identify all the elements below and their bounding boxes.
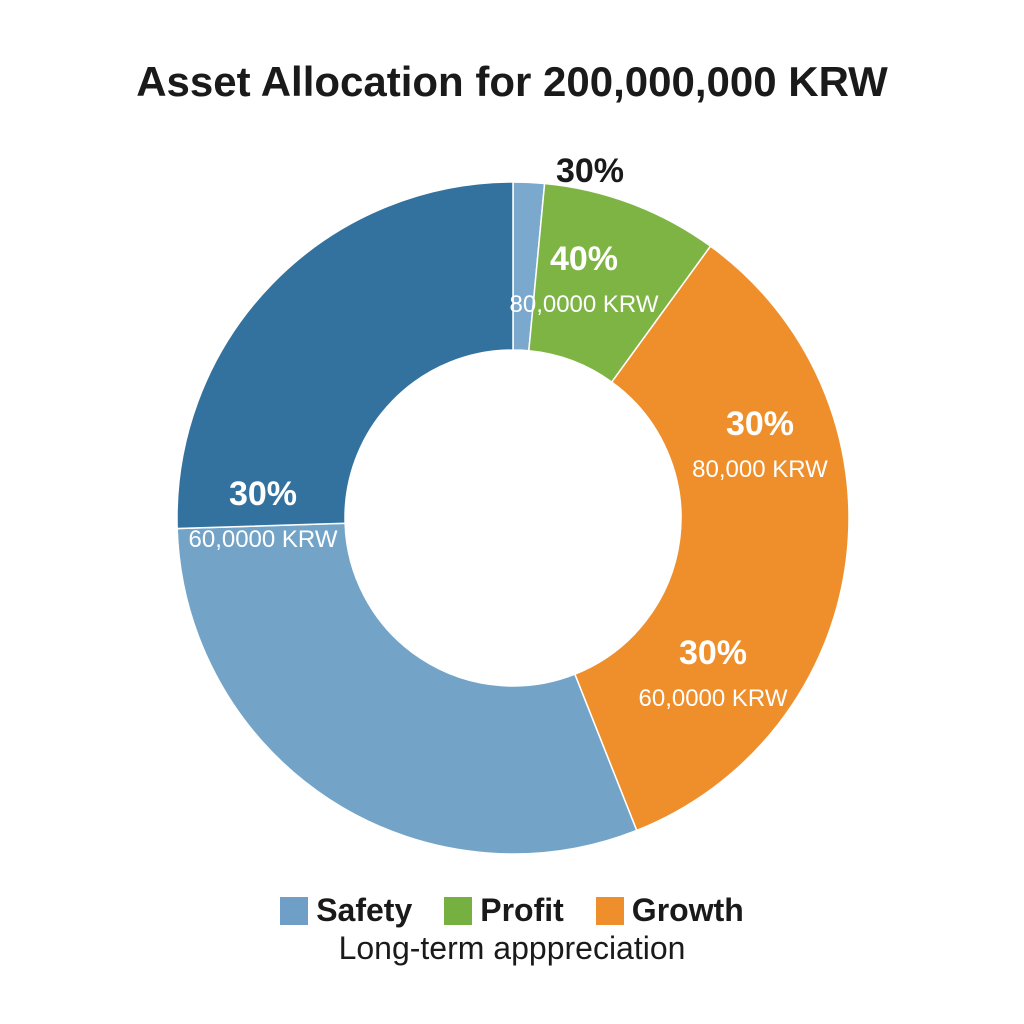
slice-amount-label-1: 80,0000 KRW bbox=[510, 291, 659, 318]
legend-item-safety: Safety bbox=[280, 892, 412, 929]
slice-percent-label-4: 30% bbox=[229, 475, 297, 513]
slice-percent-label-0: 30% bbox=[556, 152, 624, 190]
slice-percent-label-1: 40% bbox=[550, 240, 618, 278]
slice-percent-label-3: 30% bbox=[679, 634, 747, 672]
legend-label-safety: Safety bbox=[316, 892, 413, 928]
donut-slice-safety-4 bbox=[176, 181, 514, 530]
chart-title: Asset Allocation for 200,000,000 KRW bbox=[136, 58, 888, 105]
legend-label-profit: Profit bbox=[480, 892, 564, 928]
chart-subtitle: Long-term apppreciation bbox=[338, 930, 686, 966]
legend-swatch-profit bbox=[444, 896, 473, 925]
slice-percent-label-2: 30% bbox=[726, 405, 794, 443]
legend-item-profit: Profit bbox=[444, 892, 564, 929]
chart-legend: Safety Profit Growth bbox=[0, 892, 1024, 929]
slice-amount-label-4: 60,0000 KRW bbox=[189, 526, 338, 553]
slice-amount-label-2: 80,000 KRW bbox=[692, 456, 828, 483]
legend-swatch-growth bbox=[595, 896, 624, 925]
donut-slice-growth-2 bbox=[573, 245, 850, 832]
legend-item-growth: Growth bbox=[595, 892, 744, 929]
legend-label-growth: Growth bbox=[631, 892, 744, 928]
slice-amount-label-3: 60,0000 KRW bbox=[639, 685, 788, 712]
legend-swatch-safety bbox=[280, 896, 309, 925]
donut-slice-safety-3 bbox=[176, 522, 638, 855]
